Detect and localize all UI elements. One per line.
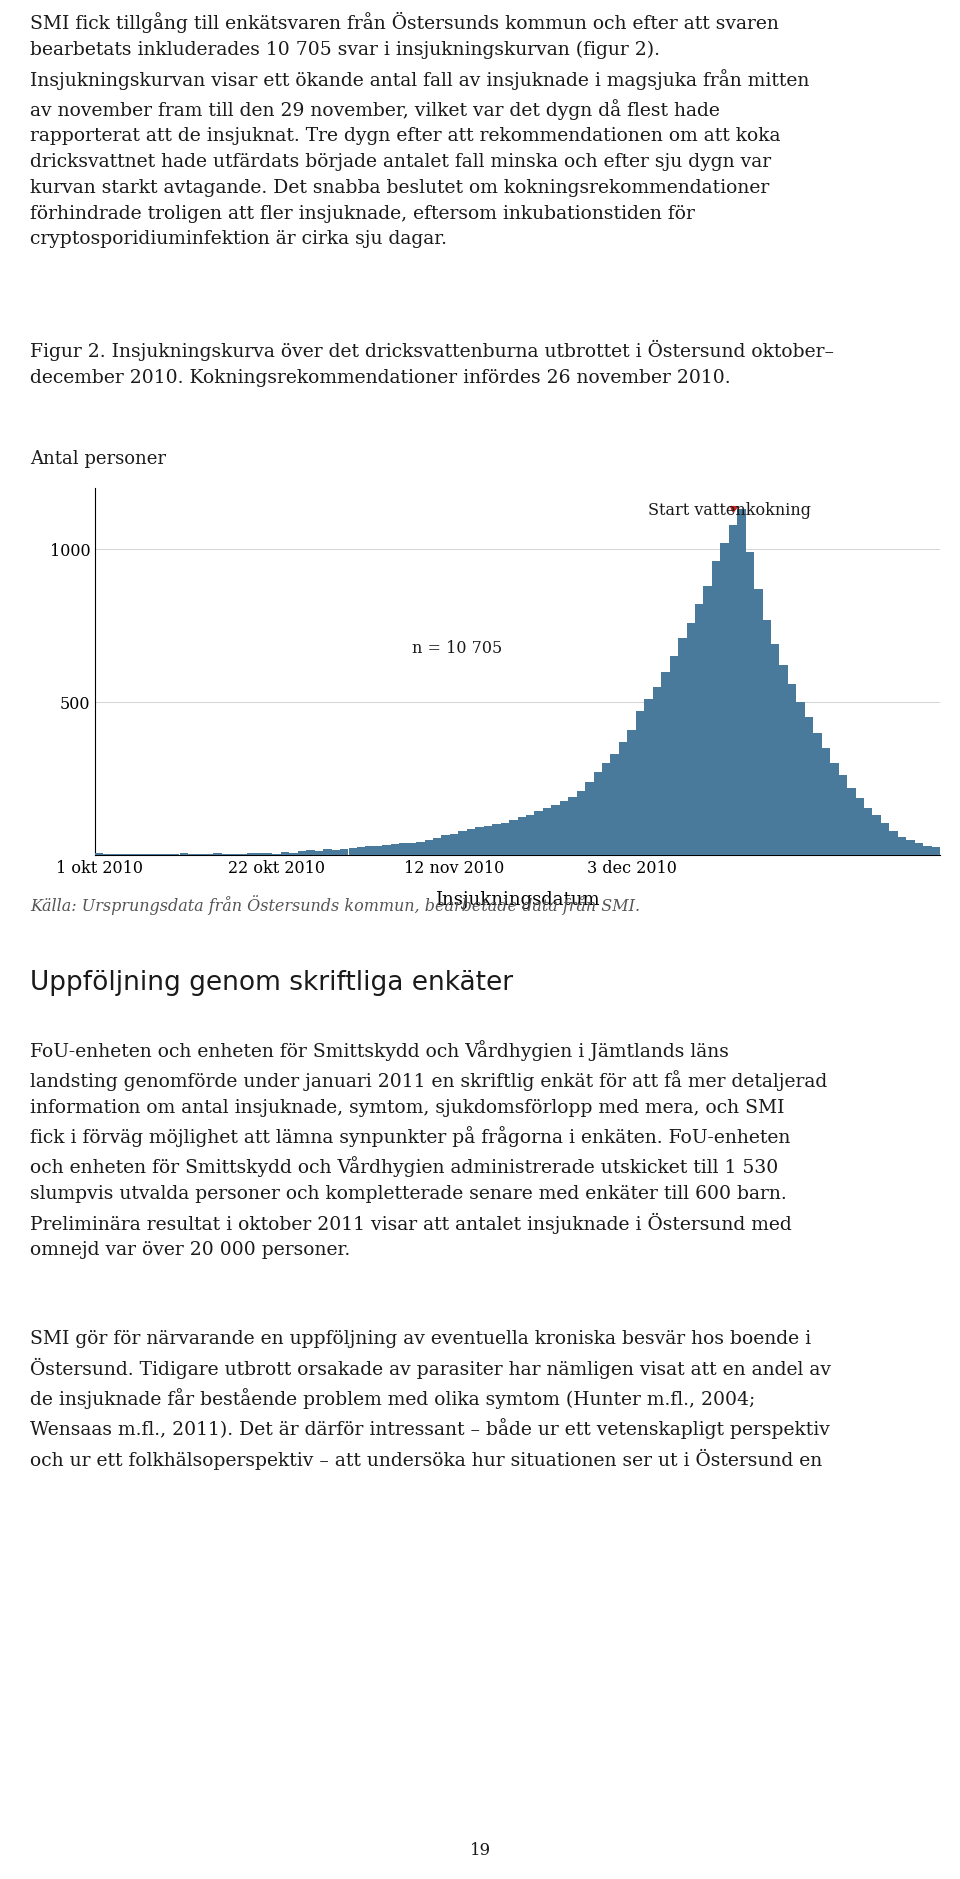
Bar [357,847,366,855]
Bar [822,748,830,855]
Bar [915,844,924,855]
Bar [298,851,306,855]
Bar [408,844,416,855]
Bar [864,808,873,855]
Bar [898,836,906,855]
Bar [611,753,619,855]
Bar [433,838,442,855]
Bar [661,671,670,855]
Bar [636,712,644,855]
Bar [797,703,804,855]
Bar [670,656,678,855]
Bar [348,847,357,855]
Bar [653,688,661,855]
Bar [619,742,627,855]
Bar [399,844,408,855]
Bar [602,763,611,855]
Bar [593,772,602,855]
Bar [755,588,762,855]
Bar [416,842,424,855]
Bar [924,846,931,855]
Bar [889,831,898,855]
Bar [289,853,298,855]
Bar [315,851,324,855]
Text: 19: 19 [469,1841,491,1858]
Bar [560,802,568,855]
Bar [746,552,755,855]
Text: Figur 2. Insjukningskurva över det dricksvattenburna utbrottet i Östersund oktob: Figur 2. Insjukningskurva över det drick… [30,340,834,387]
Bar [492,825,500,855]
Bar [535,810,542,855]
Bar [484,827,492,855]
Bar [804,718,813,855]
Bar [695,605,704,855]
Bar [729,524,737,855]
Text: Uppföljning genom skriftliga enkäter: Uppföljning genom skriftliga enkäter [30,970,514,996]
Bar [366,846,373,855]
Bar [340,849,348,855]
Bar [467,829,475,855]
Bar [391,844,399,855]
Bar [475,827,484,855]
Bar [644,699,653,855]
Bar [873,815,881,855]
Bar [678,637,686,855]
Text: Antal personer: Antal personer [30,449,166,468]
Text: FoU-enheten och enheten för Smittskydd och Vårdhygien i Jämtlands läns
landsting: FoU-enheten och enheten för Smittskydd o… [30,1039,828,1259]
Bar [526,815,535,855]
Bar [780,665,788,855]
Text: Källa: Ursprungsdata från Östersunds kommun, bearbetade data från SMI.: Källa: Ursprungsdata från Östersunds kom… [30,894,640,915]
Text: SMI fick tillgång till enkätsvaren från Östersunds kommun och efter att svaren
b: SMI fick tillgång till enkätsvaren från … [30,11,809,248]
Bar [517,817,526,855]
Text: n = 10 705: n = 10 705 [412,641,502,658]
Bar [500,823,509,855]
Bar [306,851,315,855]
Bar [542,808,551,855]
Bar [509,819,517,855]
Bar [813,733,822,855]
Bar [281,851,289,855]
Bar [450,834,458,855]
Bar [585,782,593,855]
X-axis label: Insjukningsdatum: Insjukningsdatum [435,891,600,909]
Bar [830,763,839,855]
Bar [424,840,433,855]
Bar [712,562,720,855]
Bar [788,684,797,855]
Bar [551,804,560,855]
Bar [931,847,940,855]
Bar [442,834,450,855]
Bar [627,729,636,855]
Bar [847,787,855,855]
Bar [704,586,712,855]
Bar [324,849,331,855]
Bar [331,849,340,855]
Bar [458,831,467,855]
Bar [568,797,577,855]
Bar [762,620,771,855]
Bar [906,840,915,855]
Bar [686,622,695,855]
Text: Start vattenkokning: Start vattenkokning [648,502,811,519]
Bar [382,846,391,855]
Bar [855,799,864,855]
Bar [373,846,382,855]
Bar [737,509,746,855]
Text: SMI gör för närvarande en uppföljning av eventuella kroniska besvär hos boende i: SMI gör för närvarande en uppföljning av… [30,1330,831,1469]
Bar [839,776,847,855]
Bar [881,823,889,855]
Bar [720,543,729,855]
Bar [771,644,780,855]
Bar [577,791,585,855]
